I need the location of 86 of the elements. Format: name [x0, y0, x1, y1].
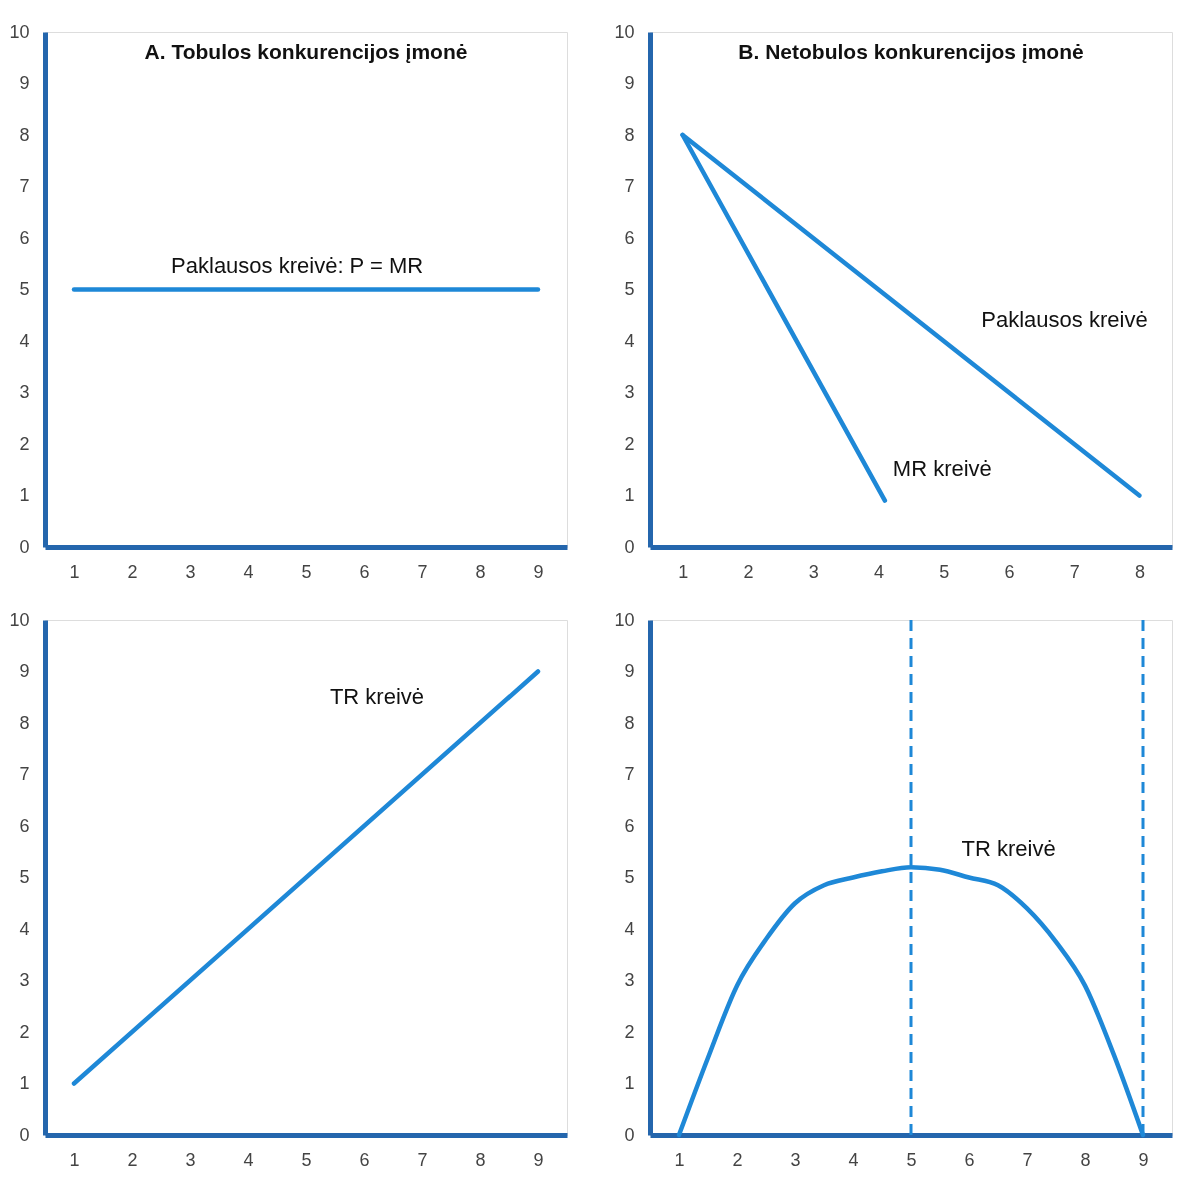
y-tick-label: 6 [19, 815, 30, 836]
x-tick-label: 5 [301, 1149, 312, 1170]
y-tick-label: 8 [19, 712, 30, 733]
x-tick-label: 8 [1080, 1149, 1091, 1170]
x-tick-label: 4 [873, 561, 884, 582]
y-tick-label: 3 [19, 970, 30, 990]
x-tick-label: 1 [674, 1149, 685, 1170]
x-tick-label: 8 [1134, 561, 1145, 582]
x-tick-label: 1 [678, 561, 689, 582]
y-tick-label: 10 [614, 609, 635, 630]
y-tick-label: 5 [624, 867, 635, 887]
y-tick-label: 9 [624, 73, 635, 93]
x-tick-label: 7 [1069, 561, 1080, 582]
y-tick-label: 0 [624, 536, 635, 557]
y-tick-label: 3 [624, 382, 635, 402]
y-tick-label: 1 [624, 1073, 635, 1093]
x-tick-label: 7 [1022, 1149, 1033, 1170]
x-tick-label: 7 [417, 1149, 428, 1170]
y-tick-label: 10 [9, 609, 30, 630]
y-tick-label: 9 [19, 661, 30, 681]
x-tick-label: 1 [69, 1149, 80, 1170]
x-tick-label: 2 [127, 1149, 138, 1170]
x-tick-label: 7 [417, 561, 428, 582]
y-tick-label: 6 [624, 227, 635, 248]
x-tick-label: 8 [475, 1149, 486, 1170]
x-tick-label: 6 [359, 561, 370, 582]
y-tick-label: 5 [19, 867, 30, 887]
y-tick-label: 8 [624, 712, 635, 733]
x-tick-label: 2 [743, 561, 754, 582]
y-tick-label: 1 [624, 485, 635, 505]
y-tick-label: 2 [624, 433, 635, 454]
annotation: Paklausos kreivė [981, 306, 1148, 332]
x-tick-label: 9 [1138, 1149, 1149, 1170]
x-tick-label: 4 [848, 1149, 859, 1170]
annotation: MR kreivė [892, 455, 992, 481]
annotation: TR kreivė [961, 836, 1056, 862]
y-tick-label: 3 [19, 382, 30, 402]
x-tick-label: 6 [359, 1149, 370, 1170]
x-tick-label: 5 [906, 1149, 917, 1170]
x-tick-label: 2 [732, 1149, 743, 1170]
y-tick-label: 5 [624, 279, 635, 299]
x-tick-label: 6 [1004, 561, 1015, 582]
y-tick-label: 2 [624, 1021, 635, 1042]
y-tick-label: 7 [19, 764, 30, 784]
y-tick-label: 7 [624, 176, 635, 196]
x-tick-label: 5 [939, 561, 950, 582]
y-tick-label: 1 [19, 1073, 30, 1093]
y-tick-label: 2 [19, 433, 30, 454]
x-tick-label: 1 [69, 561, 80, 582]
x-tick-label: 2 [127, 561, 138, 582]
x-tick-label: 3 [790, 1149, 801, 1170]
y-tick-label: 0 [19, 536, 30, 557]
x-tick-label: 8 [475, 561, 486, 582]
y-tick-label: 4 [19, 918, 30, 939]
y-tick-label: 8 [624, 124, 635, 145]
y-tick-label: 10 [9, 21, 30, 42]
chart-title: A. Tobulos konkurencijos įmonė [144, 40, 468, 63]
y-tick-label: 4 [19, 330, 30, 351]
y-tick-label: 7 [624, 764, 635, 784]
y-tick-label: 5 [19, 279, 30, 299]
y-tick-label: 0 [19, 1124, 30, 1145]
x-tick-label: 9 [533, 561, 544, 582]
y-tick-label: 6 [19, 227, 30, 248]
x-tick-label: 9 [533, 1149, 544, 1170]
annotation: TR kreivė [329, 684, 425, 710]
y-tick-label: 10 [614, 21, 635, 42]
y-tick-label: 7 [19, 176, 30, 196]
x-tick-label: 5 [301, 561, 312, 582]
y-tick-label: 4 [624, 330, 635, 351]
x-tick-label: 3 [185, 1149, 196, 1170]
x-tick-label: 3 [808, 561, 819, 582]
annotation: Paklausos kreivė: P = MR [171, 253, 424, 279]
y-tick-label: 8 [19, 124, 30, 145]
x-tick-label: 3 [185, 561, 196, 582]
y-tick-label: 9 [624, 661, 635, 681]
y-tick-label: 9 [19, 73, 30, 93]
y-tick-label: 2 [19, 1021, 30, 1042]
y-tick-label: 4 [624, 918, 635, 939]
y-tick-label: 0 [624, 1124, 635, 1145]
y-tick-label: 6 [624, 815, 635, 836]
y-tick-label: 1 [19, 485, 30, 505]
chart-title: B. Netobulos konkurencijos įmonė [738, 40, 1084, 63]
y-tick-label: 3 [624, 970, 635, 990]
x-tick-label: 4 [243, 561, 254, 582]
x-tick-label: 6 [964, 1149, 975, 1170]
x-tick-label: 4 [243, 1149, 254, 1170]
